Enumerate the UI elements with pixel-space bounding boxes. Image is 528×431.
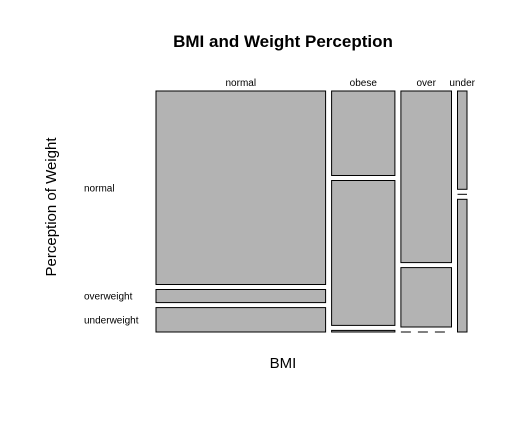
y-tick-label-underweight: underweight <box>84 315 139 326</box>
mosaic-tiles <box>155 90 468 333</box>
x-tick-label-normal: normal <box>226 78 257 89</box>
tile-under-underweight <box>457 198 468 333</box>
tile-normal-normal <box>155 90 327 285</box>
tile-obese-overweight <box>331 180 396 326</box>
x-tick-labels: normal obese over under <box>226 78 476 89</box>
y-axis-label: Perception of Weight <box>43 137 60 277</box>
tile-obese-underweight <box>331 329 396 333</box>
tile-over-normal <box>400 90 452 264</box>
y-tick-labels: normal overweight underweight <box>84 183 139 326</box>
y-tick-label-normal: normal <box>84 183 115 194</box>
x-tick-label-over: over <box>416 78 436 89</box>
x-axis-label: BMI <box>270 355 297 372</box>
tile-obese-normal <box>331 90 396 176</box>
y-tick-label-overweight: overweight <box>84 292 133 303</box>
x-tick-label-under: under <box>449 78 475 89</box>
chart-title: BMI and Weight Perception <box>173 32 393 51</box>
tile-under-normal <box>457 90 468 190</box>
x-tick-label-obese: obese <box>350 78 378 89</box>
tile-normal-underweight <box>155 307 327 333</box>
tile-over-overweight <box>400 267 452 328</box>
tile-normal-overweight <box>155 289 327 304</box>
